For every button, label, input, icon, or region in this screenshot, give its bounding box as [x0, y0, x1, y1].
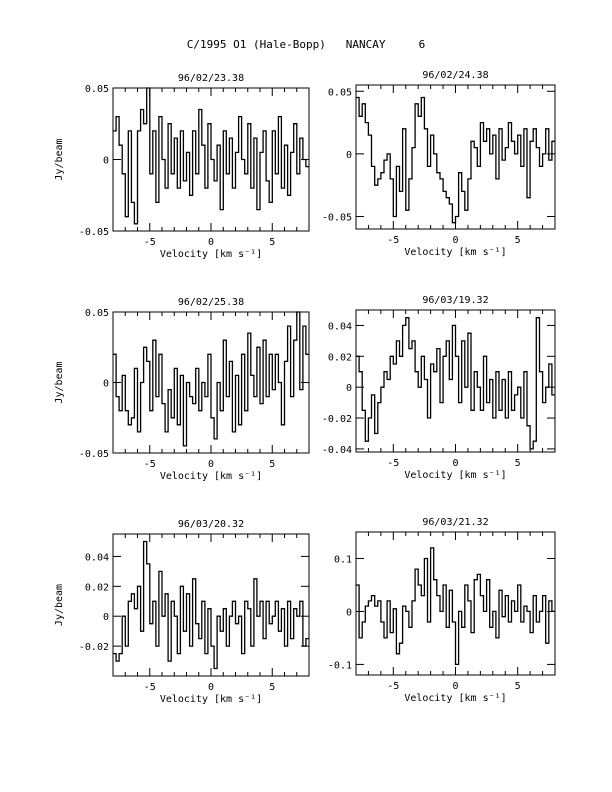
y-tick-label: -0.02: [79, 642, 109, 653]
x-tick-label: 5: [269, 237, 275, 248]
y-tick-label: 0: [103, 379, 109, 390]
panel-title: 96/02/24.38: [422, 70, 488, 81]
y-tick-label: -0.05: [322, 212, 352, 223]
x-axis-label: Velocity [km s⁻¹]: [160, 471, 262, 482]
x-axis-label: Velocity [km s⁻¹]: [404, 693, 506, 704]
y-tick-label: 0: [346, 383, 352, 394]
y-tick-label: 0.1: [334, 554, 352, 565]
y-tick-label: 0: [346, 607, 352, 618]
spectrum-panel-3: -5 0 5 -0.05 0 0.05 96/02/25.38 Velocity [km s⁻…: [54, 297, 310, 482]
x-tick-label: -5: [387, 235, 399, 246]
x-axis-label: Velocity [km s⁻¹]: [160, 249, 262, 260]
y-tick-label: 0.04: [85, 552, 109, 563]
y-tick-label: 0.02: [85, 582, 109, 593]
panel-title: 96/03/19.32: [422, 295, 488, 306]
y-tick-label: 0: [346, 150, 352, 161]
x-tick-label: 5: [515, 458, 521, 469]
spectrum-panel-5: -5 0 5 -0.02 0 0.02 0.04 96/03/20.32 Velocity [k…: [54, 519, 310, 705]
panel-title: 96/02/23.38: [178, 73, 244, 84]
x-tick-label: 0: [208, 459, 214, 470]
x-tick-label: 0: [208, 682, 214, 693]
x-axis-label: Velocity [km s⁻¹]: [404, 247, 506, 258]
spectrum-line: [113, 311, 309, 447]
y-axis-label: Jy/beam: [54, 138, 65, 180]
y-axis-label: Jy/beam: [54, 584, 65, 626]
y-tick-label: -0.1: [328, 660, 352, 671]
x-tick-label: 0: [452, 681, 458, 692]
panel-title: 96/02/25.38: [178, 297, 244, 308]
page-title: C/1995 O1 (Hale-Bopp) NANCAY 6: [186, 38, 426, 51]
x-tick-label: 5: [269, 682, 275, 693]
spectrum-panel-2: -5 0 5 -0.05 0 0.05 96/02/24.38 Velocity [km s⁻…: [322, 70, 556, 258]
y-tick-label: -0.02: [322, 414, 352, 425]
x-tick-label: -5: [387, 458, 399, 469]
x-tick-label: 5: [269, 459, 275, 470]
x-tick-label: 0: [452, 458, 458, 469]
y-tick-label: 0.05: [85, 308, 109, 319]
y-tick-label: 0.02: [328, 352, 352, 363]
x-tick-label: 0: [208, 237, 214, 248]
spectrum-panel-1: -5 0 5 -0.05 0 0.05 96/02/23.38 Velocity [km s⁻…: [54, 73, 310, 260]
y-tick-label: -0.05: [79, 449, 109, 460]
spectrum-panel-4: -5 0 5 -0.04 -0.02 0 0.02 0.04 96/03/19.32 Veloci…: [322, 295, 556, 481]
x-tick-label: -5: [144, 459, 156, 470]
spectrum-line: [356, 317, 555, 450]
x-tick-label: 5: [515, 235, 521, 246]
y-tick-label: -0.04: [322, 445, 352, 456]
spectrum-line: [356, 96, 555, 224]
panel-title: 96/03/21.32: [422, 517, 488, 528]
y-tick-label: 0: [103, 156, 109, 167]
plot-frame: [355, 84, 556, 230]
x-tick-label: 5: [515, 681, 521, 692]
spectrum-line: [356, 547, 555, 666]
y-tick-label: 0.05: [328, 87, 352, 98]
y-tick-label: 0: [103, 612, 109, 623]
x-tick-label: -5: [144, 682, 156, 693]
panel-title: 96/03/20.32: [178, 519, 244, 530]
spectrum-panel-6: -5 0 5 -0.1 0 0.1 96/03/21.32 Velocity [km s⁻¹]: [328, 517, 556, 704]
x-tick-label: -5: [144, 237, 156, 248]
x-axis-label: Velocity [km s⁻¹]: [404, 470, 506, 481]
spectrum-line: [113, 87, 309, 225]
x-axis-label: Velocity [km s⁻¹]: [160, 694, 262, 705]
x-tick-label: 0: [452, 235, 458, 246]
y-tick-label: 0.05: [85, 84, 109, 95]
x-tick-label: -5: [387, 681, 399, 692]
plot-frame: [112, 533, 310, 677]
y-tick-label: -0.05: [79, 227, 109, 238]
y-tick-label: 0.04: [328, 321, 352, 332]
y-axis-label: Jy/beam: [54, 361, 65, 403]
spectrum-line: [113, 540, 309, 670]
